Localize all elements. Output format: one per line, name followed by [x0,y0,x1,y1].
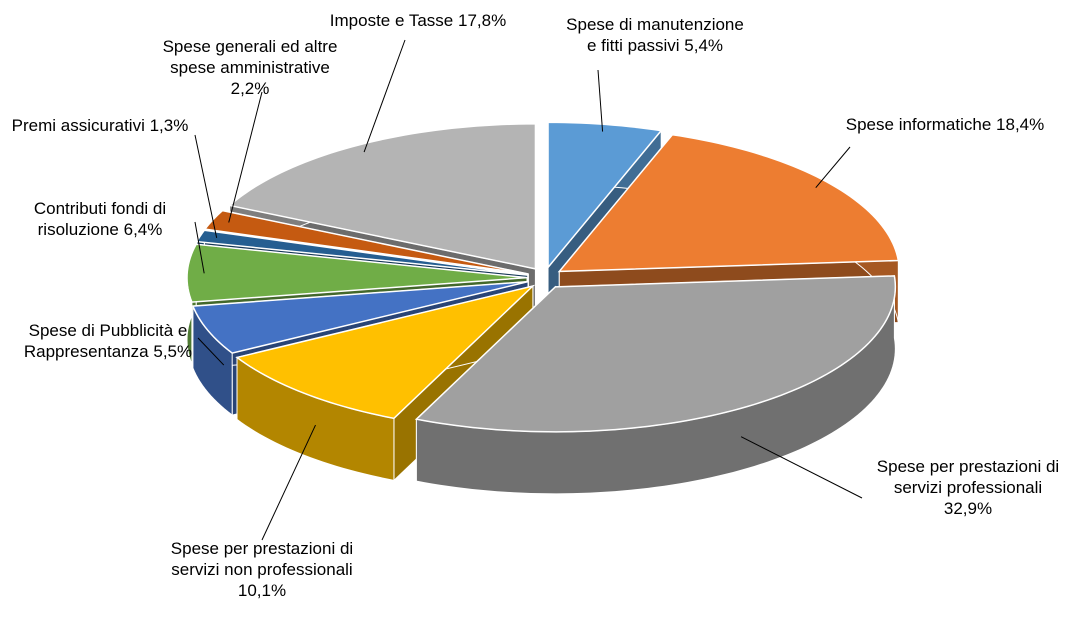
slice-label: Spese generali ed altre spese amministra… [150,36,350,99]
pie-slice [227,123,537,270]
pie-slice [547,121,663,270]
leader-line [197,337,225,366]
leader-line [228,91,263,223]
category-name: Spese di manutenzione e fitti passivi [566,15,744,55]
category-name: Contributi fondi di risoluzione [33,199,167,239]
category-name: Spese di Pubblicità e Rappresentanza [23,321,188,361]
category-name: Spese per prestazioni di servizi profess… [876,457,1060,497]
slice-label: Spese di manutenzione e fitti passivi 5,… [560,14,750,56]
value-label: 2,2% [230,79,270,98]
leader-line [363,39,406,153]
leader-line [740,436,863,499]
leader-line [597,69,604,132]
category-name: Spese per prestazioni di servizi non pro… [170,539,354,579]
pie-slice [186,243,528,303]
slice-label: Premi assicurativi 1,3% [0,115,200,136]
slice-label: Spese per prestazioni di servizi non pro… [162,538,362,601]
slice-label: Spese informatiche 18,4% [845,114,1045,135]
pie-slice [414,275,897,433]
value-label: 17,8% [458,11,507,30]
slice-label: Spese per prestazioni di servizi profess… [868,456,1068,519]
pie-slice [557,133,900,273]
leader-line [194,221,205,274]
slice-label: Contributi fondi di risoluzione 6,4% [0,198,200,240]
leader-line [194,134,218,239]
leader-line [815,146,851,189]
pie-slice [235,284,536,420]
category-name: Spese informatiche [845,115,992,134]
value-label: 1,3% [149,116,189,135]
category-name: Imposte e Tasse [329,11,454,30]
slice-label: Spese di Pubblicità e Rappresentanza 5,5… [8,320,208,362]
value-label: 5,4% [684,36,724,55]
category-name: Spese generali ed altre spese amministra… [162,37,338,77]
pie-slice [191,280,529,354]
value-label: 5,5% [153,342,193,361]
slice-label: Imposte e Tasse 17,8% [328,10,508,31]
value-label: 32,9% [943,499,993,518]
value-label: 6,4% [123,220,163,239]
category-name: Premi assicurativi [11,116,145,135]
slice [414,275,897,495]
value-label: 10,1% [237,581,287,600]
leader-line [261,424,316,541]
pie-slice [195,229,528,276]
value-label: 18,4% [996,115,1045,134]
